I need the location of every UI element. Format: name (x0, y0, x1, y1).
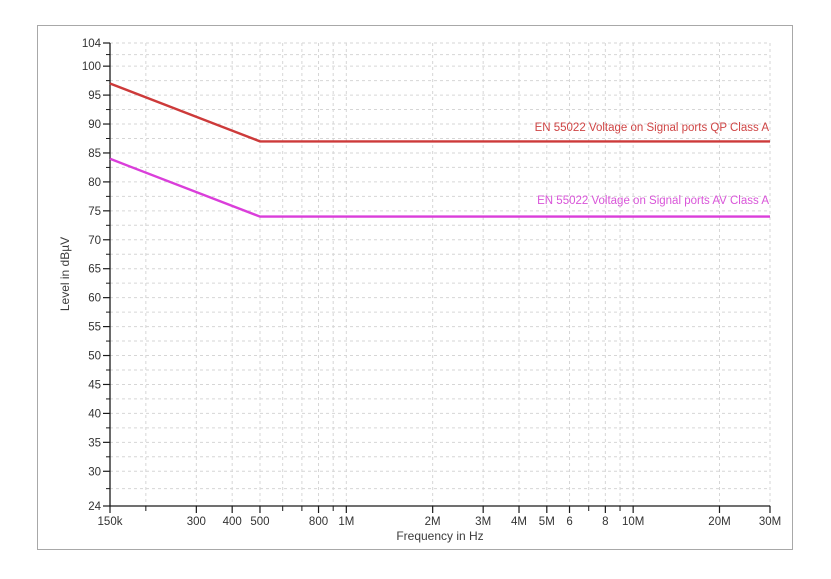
svg-text:60: 60 (88, 293, 101, 305)
svg-text:90: 90 (88, 119, 101, 131)
qp-limit-label: EN 55022 Voltage on Signal ports QP Clas… (534, 122, 769, 134)
svg-text:35: 35 (88, 437, 101, 449)
chart-canvas: 104 100 95 90 85 80 75 70 65 60 55 50 45 40 35 30 24 150k… (82, 38, 781, 528)
svg-text:150k: 150k (98, 516, 123, 528)
ticks (103, 42, 771, 513)
svg-text:55: 55 (88, 322, 101, 334)
y-axis-title: Level in dBµV (58, 236, 72, 312)
svg-text:30M: 30M (759, 516, 781, 528)
series-lines (109, 82, 770, 218)
svg-text:75: 75 (88, 206, 101, 218)
svg-text:4M: 4M (511, 516, 527, 528)
svg-text:800: 800 (309, 516, 328, 528)
svg-text:5M: 5M (539, 516, 555, 528)
svg-text:400: 400 (223, 516, 242, 528)
svg-text:2M: 2M (425, 516, 441, 528)
svg-text:104: 104 (82, 38, 102, 50)
svg-text:500: 500 (250, 516, 269, 528)
x-axis-title: Frequency in Hz (396, 529, 484, 543)
svg-text:3M: 3M (475, 516, 491, 528)
svg-text:24: 24 (88, 501, 101, 513)
axes (109, 43, 770, 507)
svg-text:8: 8 (602, 516, 608, 528)
svg-text:95: 95 (88, 90, 101, 102)
grid (110, 42, 771, 507)
chart-frame: 104 100 95 90 85 80 75 70 65 60 55 50 45 40 35 30 24 150k… (37, 25, 793, 550)
tick-labels: 104 100 95 90 85 80 75 70 65 60 55 50 45 40 35 30 24 150k… (82, 38, 781, 528)
svg-text:40: 40 (88, 408, 101, 420)
svg-text:70: 70 (88, 235, 101, 247)
av-limit-label: EN 55022 Voltage on Signal ports AV Clas… (537, 195, 769, 207)
svg-text:65: 65 (88, 264, 101, 276)
svg-text:1M: 1M (338, 516, 354, 528)
svg-text:85: 85 (88, 148, 101, 160)
svg-text:10M: 10M (622, 516, 644, 528)
qp-limit-line (109, 82, 770, 143)
svg-text:80: 80 (88, 177, 101, 189)
svg-text:45: 45 (88, 379, 101, 391)
svg-text:30: 30 (88, 466, 101, 478)
svg-text:300: 300 (187, 516, 206, 528)
svg-text:6: 6 (566, 516, 572, 528)
svg-text:100: 100 (82, 61, 101, 73)
svg-text:50: 50 (88, 351, 101, 363)
svg-text:20M: 20M (708, 516, 730, 528)
av-limit-line (109, 157, 770, 218)
